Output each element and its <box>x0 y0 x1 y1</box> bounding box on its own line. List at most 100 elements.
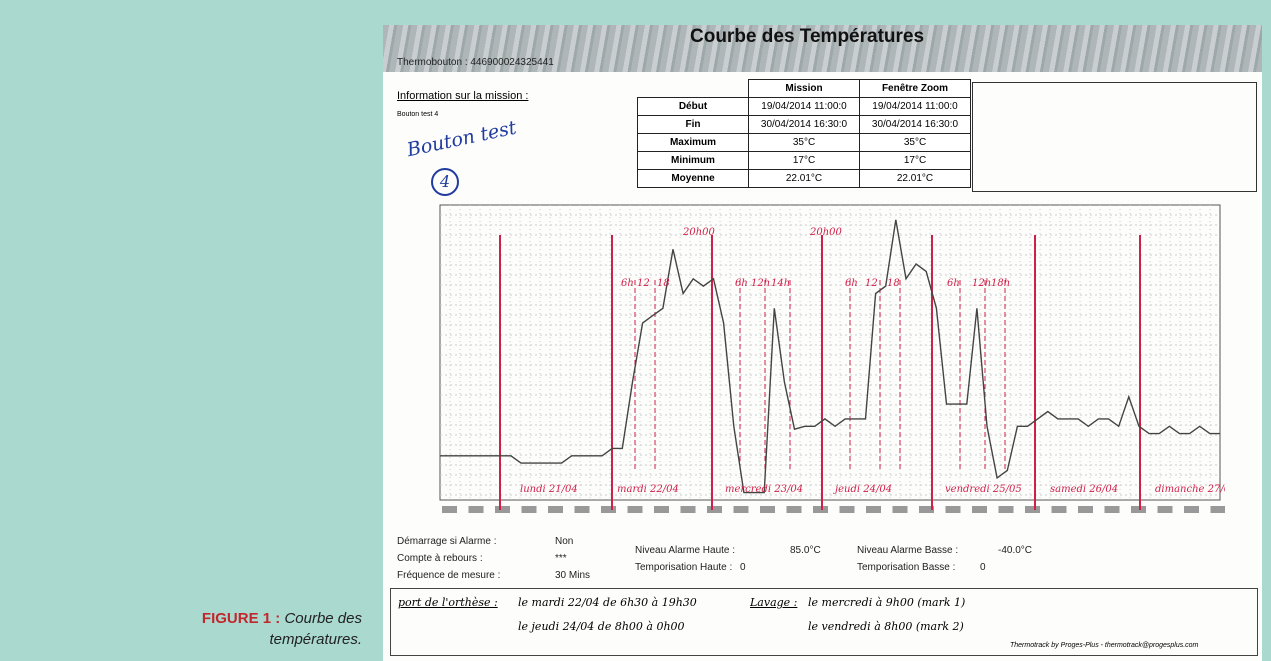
column-header: Fenêtre Zoom <box>860 80 971 98</box>
axis-tick-box <box>1211 506 1226 513</box>
hour-label: 20h00 <box>682 227 716 238</box>
page: Courbe des Températures Thermobouton : 4… <box>0 0 1271 661</box>
axis-tick-box <box>1184 506 1199 513</box>
note: le vendredi à 8h00 (mark 2) <box>808 620 964 633</box>
hour-label: 6h <box>947 278 960 289</box>
day-label: samedi 26/04 <box>1050 484 1118 495</box>
setting-label: Compte à rebours : <box>397 553 483 564</box>
axis-tick-box <box>575 506 590 513</box>
setting-label: Fréquence de mesure : <box>397 570 500 581</box>
day-label: mardi 22/04 <box>617 484 679 495</box>
setting-label: Démarrage si Alarme : <box>397 536 496 547</box>
hour-label: 12 <box>637 278 650 289</box>
axis-tick-box <box>654 506 669 513</box>
temperature-line <box>440 220 1220 493</box>
axis-tick-box <box>866 506 881 513</box>
axis-tick-box <box>681 506 696 513</box>
axis-tick-box <box>787 506 802 513</box>
mission-heading: Information sur la mission : <box>397 90 528 102</box>
hour-label: 6h <box>845 278 858 289</box>
axis-tick-box <box>522 506 537 513</box>
column-header: Mission <box>749 80 860 98</box>
cell: 17°C <box>749 152 860 170</box>
handwritten-number: 4 <box>431 168 459 196</box>
cell: 19/04/2014 11:00:0 <box>860 98 971 116</box>
note: le mardi 22/04 de 6h30 à 19h30 <box>518 596 697 609</box>
axis-tick-box <box>813 506 828 513</box>
day-label: vendredi 25/05 <box>945 484 1022 495</box>
hour-label: 20h00 <box>809 227 843 238</box>
cell: 22.01°C <box>860 170 971 188</box>
setting-value: 30 Mins <box>555 570 590 581</box>
day-label: dimanche 27/04 <box>1155 484 1225 495</box>
axis-tick-box <box>1052 506 1067 513</box>
note-label: port de l'orthèse : <box>398 596 498 609</box>
axis-tick-box <box>548 506 563 513</box>
axis-tick-box <box>893 506 908 513</box>
axis-tick-box <box>442 506 457 513</box>
cell: 19/04/2014 11:00:0 <box>749 98 860 116</box>
cell: 17°C <box>860 152 971 170</box>
hour-label: 18 <box>887 278 900 289</box>
cell: 35°C <box>749 134 860 152</box>
axis-tick-box <box>1105 506 1120 513</box>
credit: Thermotrack by Proges-Plus - thermotrack… <box>1010 642 1198 649</box>
axis-tick-box <box>1078 506 1093 513</box>
cell: 30/04/2014 16:30:0 <box>860 116 971 134</box>
hour-label: 6h <box>735 278 748 289</box>
setting-value: *** <box>555 553 567 564</box>
setting-label: Niveau Alarme Basse : <box>857 545 958 556</box>
axis-tick-box <box>1131 506 1146 513</box>
hour-label: 6h <box>621 278 634 289</box>
setting-value: 0 <box>980 562 986 573</box>
axis-tick-box <box>999 506 1014 513</box>
setting-value: 85.0°C <box>790 545 821 556</box>
axis-tick-box <box>628 506 643 513</box>
setting-value: Non <box>555 536 573 547</box>
axis-tick-box <box>734 506 749 513</box>
note: le jeudi 24/04 de 8h00 à 0h00 <box>518 620 685 633</box>
hour-label: 18h <box>991 278 1010 289</box>
setting-label: Temporisation Haute : <box>635 562 732 573</box>
row-header: Fin <box>638 116 749 134</box>
axis-tick-box <box>601 506 616 513</box>
caption: FIGURE 1 : Courbe des températures. <box>162 608 362 650</box>
axis-tick-box <box>972 506 987 513</box>
caption-label: FIGURE 1 : <box>202 610 280 627</box>
hour-label: 12h <box>972 278 991 289</box>
hour-label: 12h <box>751 278 770 289</box>
axis-tick-box <box>707 506 722 513</box>
note-label: Lavage : <box>750 596 797 609</box>
row-header: Début <box>638 98 749 116</box>
comment-box <box>972 82 1257 192</box>
hour-label: 12 <box>865 278 878 289</box>
row-header: Moyenne <box>638 170 749 188</box>
mission-name: Bouton test 4 <box>397 111 438 118</box>
axis-tick-box <box>469 506 484 513</box>
device-id: Thermobouton : 446900024325441 <box>397 57 554 68</box>
axis-tick-box <box>760 506 775 513</box>
setting-label: Temporisation Basse : <box>857 562 955 573</box>
axis-tick-box <box>495 506 510 513</box>
cell: 22.01°C <box>749 170 860 188</box>
caption-text: Courbe des températures. <box>269 610 362 648</box>
row-header: Maximum <box>638 134 749 152</box>
hour-label: 18 <box>657 278 670 289</box>
day-label: lundi 21/04 <box>520 484 578 495</box>
cell: 35°C <box>860 134 971 152</box>
axis-tick-box <box>946 506 961 513</box>
axis-tick-box <box>1158 506 1173 513</box>
setting-value: 0 <box>740 562 746 573</box>
axis-tick-box <box>1025 506 1040 513</box>
setting-label: Niveau Alarme Haute : <box>635 545 735 556</box>
day-label: mercredi 23/04 <box>725 484 803 495</box>
note: le mercredi à 9h00 (mark 1) <box>808 596 965 609</box>
row-header: Minimum <box>638 152 749 170</box>
cell: 30/04/2014 16:30:0 <box>749 116 860 134</box>
